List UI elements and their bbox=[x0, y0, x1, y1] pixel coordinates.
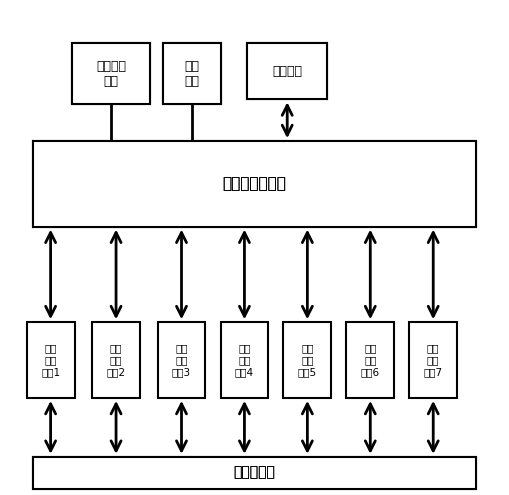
Bar bbox=[247, 43, 327, 99]
Text: 总线
驱动
模块4: 总线 驱动 模块4 bbox=[235, 343, 254, 378]
Text: 背板连接器: 背板连接器 bbox=[234, 466, 275, 480]
Bar bbox=[284, 322, 331, 398]
Text: 存储电路: 存储电路 bbox=[272, 65, 302, 78]
Text: 总线
驱动
模块2: 总线 驱动 模块2 bbox=[106, 343, 126, 378]
Bar bbox=[162, 43, 220, 104]
Text: 复位
电路: 复位 电路 bbox=[184, 60, 199, 88]
Text: 总线
驱动
模块1: 总线 驱动 模块1 bbox=[41, 343, 60, 378]
Bar bbox=[33, 141, 476, 227]
Text: 总线
驱动
模块6: 总线 驱动 模块6 bbox=[361, 343, 380, 378]
Bar bbox=[220, 322, 268, 398]
Bar bbox=[33, 141, 476, 227]
Bar bbox=[347, 322, 394, 398]
Bar bbox=[72, 43, 150, 104]
Text: 电源转换
电路: 电源转换 电路 bbox=[96, 59, 126, 88]
Bar bbox=[72, 43, 150, 104]
Bar bbox=[158, 322, 206, 398]
Bar bbox=[33, 457, 476, 489]
Text: 总线逻辑控制器: 总线逻辑控制器 bbox=[222, 176, 287, 192]
Text: 复位
电路: 复位 电路 bbox=[184, 59, 199, 88]
Text: 存储电路: 存储电路 bbox=[272, 65, 302, 78]
Text: 背板连接器: 背板连接器 bbox=[234, 466, 275, 480]
Bar bbox=[247, 43, 327, 99]
Text: 总线
驱动
模块7: 总线 驱动 模块7 bbox=[423, 343, 443, 378]
Bar bbox=[409, 322, 457, 398]
Bar bbox=[33, 457, 476, 489]
Bar bbox=[26, 322, 74, 398]
Bar bbox=[162, 43, 220, 104]
Text: 总线
驱动
模块3: 总线 驱动 模块3 bbox=[172, 343, 191, 378]
Text: 总线逻辑控制器: 总线逻辑控制器 bbox=[222, 176, 287, 192]
Text: 电源转换
电路: 电源转换 电路 bbox=[96, 60, 126, 88]
Text: 总线
驱动
模块5: 总线 驱动 模块5 bbox=[298, 343, 317, 378]
Bar bbox=[92, 322, 140, 398]
